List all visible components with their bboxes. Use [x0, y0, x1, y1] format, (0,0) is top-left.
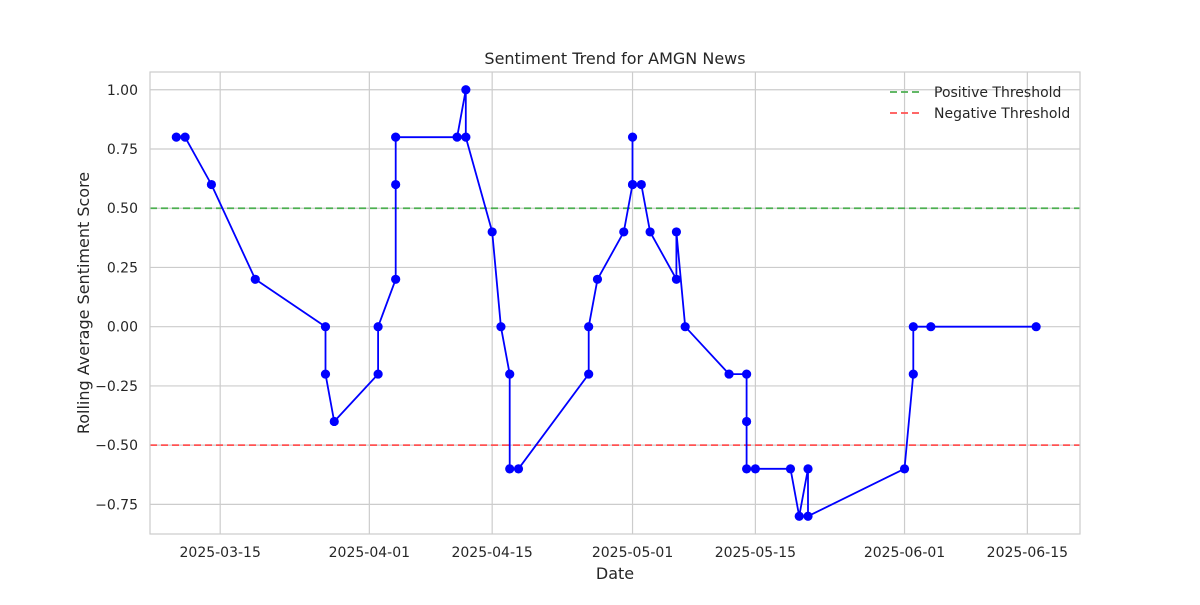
data-point [794, 511, 804, 521]
y-tick-label: −0.25 [95, 379, 138, 395]
data-point [926, 322, 936, 332]
x-tick-label: 2025-06-15 [987, 545, 1068, 561]
y-tick-label: 0.50 [107, 201, 138, 217]
data-point [592, 274, 603, 284]
x-tick-label: 2025-03-15 [180, 545, 261, 561]
data-point [584, 322, 594, 332]
data-point [680, 322, 690, 332]
data-point [724, 369, 734, 379]
data-point [803, 464, 813, 474]
y-tick-label: 0.75 [107, 142, 138, 158]
data-point [742, 369, 752, 379]
data-point [505, 464, 515, 474]
data-point [627, 132, 638, 142]
data-point [320, 322, 331, 332]
data-point [1031, 322, 1041, 332]
data-point [619, 227, 629, 237]
series-line [176, 88, 1037, 518]
threshold-lines [150, 207, 1080, 447]
data-point [250, 274, 260, 284]
legend-label-negative-threshold: Negative Threshold [934, 106, 1070, 122]
data-point [373, 322, 383, 332]
legend: Positive Threshold Negative Threshold [890, 85, 1070, 122]
data-point [487, 227, 497, 237]
series-layer [171, 85, 1041, 521]
data-point [671, 227, 682, 237]
data-point [452, 132, 462, 142]
data-point [785, 464, 796, 474]
y-axis-ticks: 1.00 0.75 0.50 0.25 0.00 −0.25 −0.50 −0.75 [95, 83, 138, 514]
data-point [171, 132, 181, 142]
data-point [899, 464, 910, 474]
data-point [750, 464, 760, 474]
data-point [908, 369, 918, 379]
y-tick-label: −0.50 [95, 438, 138, 454]
y-axis-label: Rolling Average Sentiment Score [74, 172, 93, 434]
x-tick-label: 2025-05-15 [715, 545, 796, 561]
x-tick-label: 2025-06-01 [864, 545, 945, 561]
y-tick-label: 0.25 [107, 260, 138, 276]
chart-title: Sentiment Trend for AMGN News [484, 49, 745, 68]
legend-label-positive-threshold: Positive Threshold [934, 85, 1061, 101]
data-point [803, 511, 813, 521]
data-point [206, 179, 217, 190]
data-point [627, 179, 638, 190]
x-axis-label: Date [596, 564, 634, 583]
data-point [461, 132, 471, 142]
data-point [329, 416, 339, 427]
data-point [180, 132, 190, 142]
data-point [373, 369, 383, 379]
data-point [513, 464, 524, 474]
data-point [636, 179, 646, 190]
data-point [391, 274, 401, 284]
x-tick-label: 2025-04-01 [329, 545, 410, 561]
data-point [320, 369, 331, 379]
data-point [496, 322, 506, 332]
data-point [671, 274, 682, 284]
data-point [391, 132, 401, 142]
x-tick-label: 2025-05-01 [592, 545, 673, 561]
y-tick-label: −0.75 [95, 497, 138, 513]
data-point [908, 322, 918, 332]
data-point [584, 369, 594, 379]
y-tick-label: 0.00 [107, 320, 138, 336]
y-tick-label: 1.00 [107, 83, 138, 99]
data-point [645, 227, 655, 237]
x-axis-ticks: 2025-03-15 2025-04-01 2025-04-15 2025-05-01… [180, 545, 1069, 561]
x-tick-label: 2025-04-15 [451, 545, 532, 561]
data-point [461, 85, 471, 95]
data-point [742, 416, 752, 427]
data-point [742, 464, 752, 474]
plot-frame [149, 71, 1081, 535]
data-point [391, 179, 401, 190]
data-point [505, 369, 515, 379]
